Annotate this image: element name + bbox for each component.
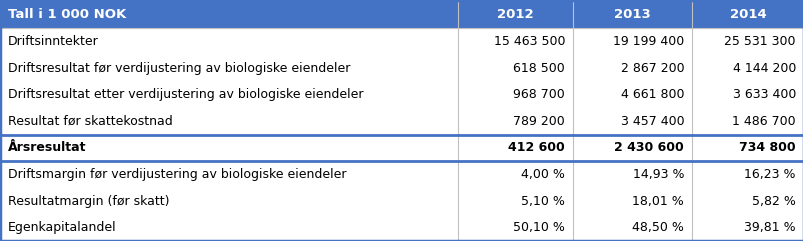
- Text: Driftsresultat før verdijustering av biologiske eiendeler: Driftsresultat før verdijustering av bio…: [8, 61, 350, 74]
- Bar: [0, 28, 803, 55]
- Text: 2 430 600: 2 430 600: [613, 141, 683, 154]
- Text: 968 700: 968 700: [513, 88, 565, 101]
- Text: Resultatmargin (før skatt): Resultatmargin (før skatt): [8, 194, 169, 208]
- Bar: [0, 55, 803, 81]
- Text: 18,01 %: 18,01 %: [632, 194, 683, 208]
- Text: 50,10 %: 50,10 %: [512, 221, 565, 234]
- Text: 618 500: 618 500: [513, 61, 565, 74]
- Text: 25 531 300: 25 531 300: [724, 35, 795, 48]
- Text: 3 633 400: 3 633 400: [732, 88, 795, 101]
- Text: Driftsmargin før verdijustering av biologiske eiendeler: Driftsmargin før verdijustering av biolo…: [8, 168, 346, 181]
- Bar: [0, 0, 803, 28]
- Text: Egenkapitalandel: Egenkapitalandel: [8, 221, 116, 234]
- Text: 2 867 200: 2 867 200: [620, 61, 683, 74]
- Text: 15 463 500: 15 463 500: [493, 35, 565, 48]
- Text: 48,50 %: 48,50 %: [631, 221, 683, 234]
- Text: Driftsresultat etter verdijustering av biologiske eiendeler: Driftsresultat etter verdijustering av b…: [8, 88, 363, 101]
- Text: Driftsinntekter: Driftsinntekter: [8, 35, 99, 48]
- Text: 2013: 2013: [613, 7, 650, 20]
- Text: 4 144 200: 4 144 200: [732, 61, 795, 74]
- Text: 4 661 800: 4 661 800: [620, 88, 683, 101]
- Text: 789 200: 789 200: [513, 115, 565, 128]
- Text: 412 600: 412 600: [507, 141, 565, 154]
- Text: 2012: 2012: [497, 7, 533, 20]
- Text: 2014: 2014: [729, 7, 765, 20]
- Text: Tall i 1 000 NOK: Tall i 1 000 NOK: [8, 7, 126, 20]
- Text: 3 457 400: 3 457 400: [620, 115, 683, 128]
- Text: 16,23 %: 16,23 %: [744, 168, 795, 181]
- Text: 4,00 %: 4,00 %: [520, 168, 565, 181]
- Text: 734 800: 734 800: [739, 141, 795, 154]
- Text: 1 486 700: 1 486 700: [732, 115, 795, 128]
- Text: Resultat før skattekostnad: Resultat før skattekostnad: [8, 115, 173, 128]
- Bar: [0, 214, 803, 241]
- Text: 5,10 %: 5,10 %: [520, 194, 565, 208]
- Text: 5,82 %: 5,82 %: [751, 194, 795, 208]
- Text: 14,93 %: 14,93 %: [632, 168, 683, 181]
- Bar: [0, 161, 803, 188]
- Text: 39,81 %: 39,81 %: [744, 221, 795, 234]
- Bar: [0, 188, 803, 214]
- Text: Årsresultat: Årsresultat: [8, 141, 87, 154]
- Text: 19 199 400: 19 199 400: [612, 35, 683, 48]
- Bar: [0, 134, 803, 161]
- Bar: [0, 108, 803, 134]
- Bar: [0, 81, 803, 108]
